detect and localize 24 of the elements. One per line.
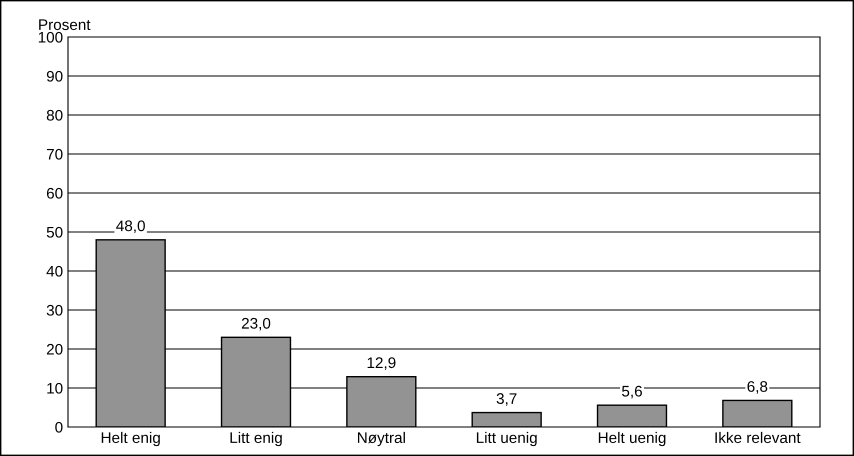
data-label: 3,7 (496, 393, 517, 406)
x-tick-label: Litt enig (230, 432, 282, 446)
y-tick-label: 50 (46, 226, 63, 238)
x-tick-label: Helt uenig (598, 432, 666, 446)
y-tick-label: 90 (46, 70, 63, 82)
y-axis-title: Prosent (39, 19, 90, 30)
y-tick-label: 100 (38, 32, 63, 43)
x-tick-label: Litt uenig (476, 432, 537, 446)
y-tick-label: 30 (46, 304, 63, 316)
data-label: 6,8 (747, 381, 768, 394)
y-tick-label: 10 (47, 382, 63, 394)
x-tick-label: Helt enig (102, 432, 160, 446)
y-tick-label: 60 (46, 188, 63, 199)
data-label: 48,0 (116, 220, 145, 234)
x-tick-label: Ikke relevant (715, 432, 801, 444)
y-tick-label: 40 (46, 266, 63, 277)
data-label: 5,6 (622, 386, 642, 398)
data-label: 12,9 (368, 357, 396, 370)
y-tick-label: 80 (46, 110, 63, 121)
y-tick-label: 0 (55, 422, 63, 433)
y-tick-label: 70 (46, 148, 63, 160)
x-tick-label: Nøytral (358, 432, 405, 446)
y-tick-label: 20 (46, 344, 63, 355)
data-label: 23,0 (242, 318, 270, 331)
